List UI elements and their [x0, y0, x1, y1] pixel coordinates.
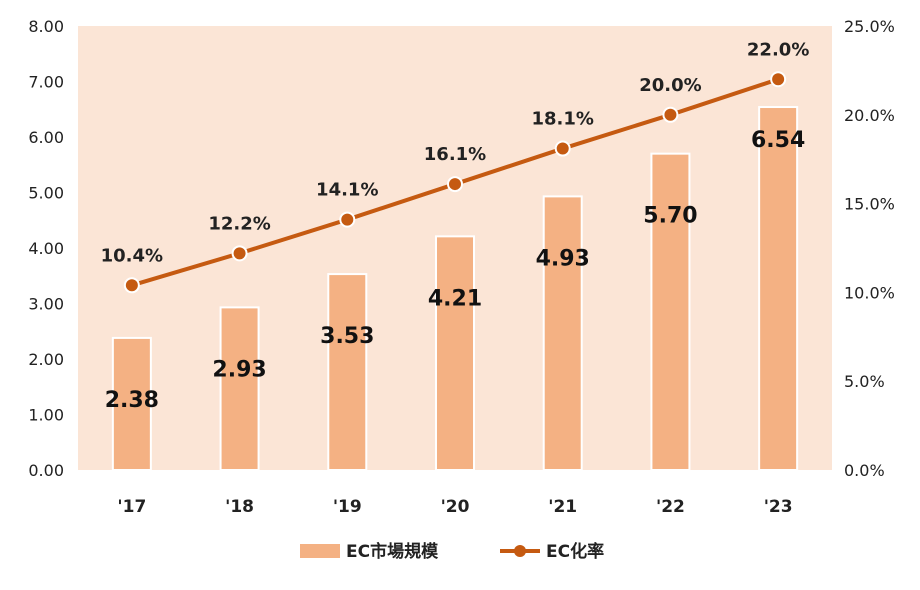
left-tick-6: 6.00: [28, 128, 64, 147]
bar-4: [542, 195, 583, 471]
line-label-5: 20.0%: [639, 75, 701, 96]
legend-marker-line: [514, 545, 526, 557]
legend-label-bar: EC市場規模: [346, 541, 439, 562]
bar-label-1: 2.93: [212, 357, 266, 382]
x-tick-6: '23: [764, 497, 793, 517]
bar-label-5: 5.70: [643, 204, 697, 229]
bar-1: [219, 306, 260, 472]
x-tick-3: '20: [441, 497, 470, 517]
line-point-2: [339, 211, 356, 228]
x-tick-5: '22: [656, 497, 685, 517]
bar-6: [758, 106, 799, 471]
left-tick-1: 1.00: [28, 406, 64, 425]
right-tick-5: 25.0%: [844, 17, 895, 36]
bar-label-3: 4.21: [428, 286, 482, 311]
line-point-4: [554, 140, 571, 157]
bar-label-4: 4.93: [536, 246, 590, 271]
legend-label-line: EC化率: [546, 541, 604, 562]
line-point-5: [662, 106, 679, 123]
left-tick-2: 2.00: [28, 350, 64, 369]
line-point-6: [770, 71, 787, 88]
bar-label-6: 6.54: [751, 128, 805, 153]
bar-label-0: 2.38: [105, 388, 159, 413]
line-point-3: [447, 176, 463, 193]
right-tick-1: 5.0%: [844, 372, 885, 391]
right-tick-2: 10.0%: [844, 283, 895, 302]
left-tick-5: 5.00: [28, 184, 64, 203]
x-tick-4: '21: [548, 497, 577, 517]
line-label-2: 14.1%: [316, 180, 378, 201]
right-tick-0: 0.0%: [844, 461, 885, 480]
bar-3: [435, 235, 475, 471]
line-label-4: 18.1%: [531, 109, 593, 130]
line-label-6: 22.0%: [747, 39, 809, 60]
bar-0: [111, 336, 152, 471]
legend: EC市場規模 EC化率: [300, 541, 604, 562]
bar-label-2: 3.53: [320, 324, 374, 349]
bar-2: [327, 273, 368, 471]
line-point-0: [123, 277, 140, 294]
left-tick-4: 4.00: [28, 239, 64, 258]
right-tick-4: 20.0%: [844, 106, 895, 125]
bar-5: [650, 152, 691, 471]
x-tick-1: '18: [225, 497, 254, 517]
x-tick-0: '17: [117, 497, 146, 517]
line-point-1: [231, 245, 248, 262]
left-tick-8: 8.00: [28, 17, 64, 36]
left-tick-3: 3.00: [28, 295, 64, 314]
left-tick-7: 7.00: [28, 73, 64, 92]
line-label-1: 12.2%: [208, 213, 270, 234]
line-label-3: 16.1%: [424, 144, 486, 165]
x-tick-2: '19: [333, 497, 362, 517]
left-tick-0: 0.00: [28, 461, 64, 480]
right-tick-3: 15.0%: [844, 195, 895, 214]
line-label-0: 10.4%: [101, 245, 163, 266]
legend-swatch-bar: [300, 544, 340, 558]
